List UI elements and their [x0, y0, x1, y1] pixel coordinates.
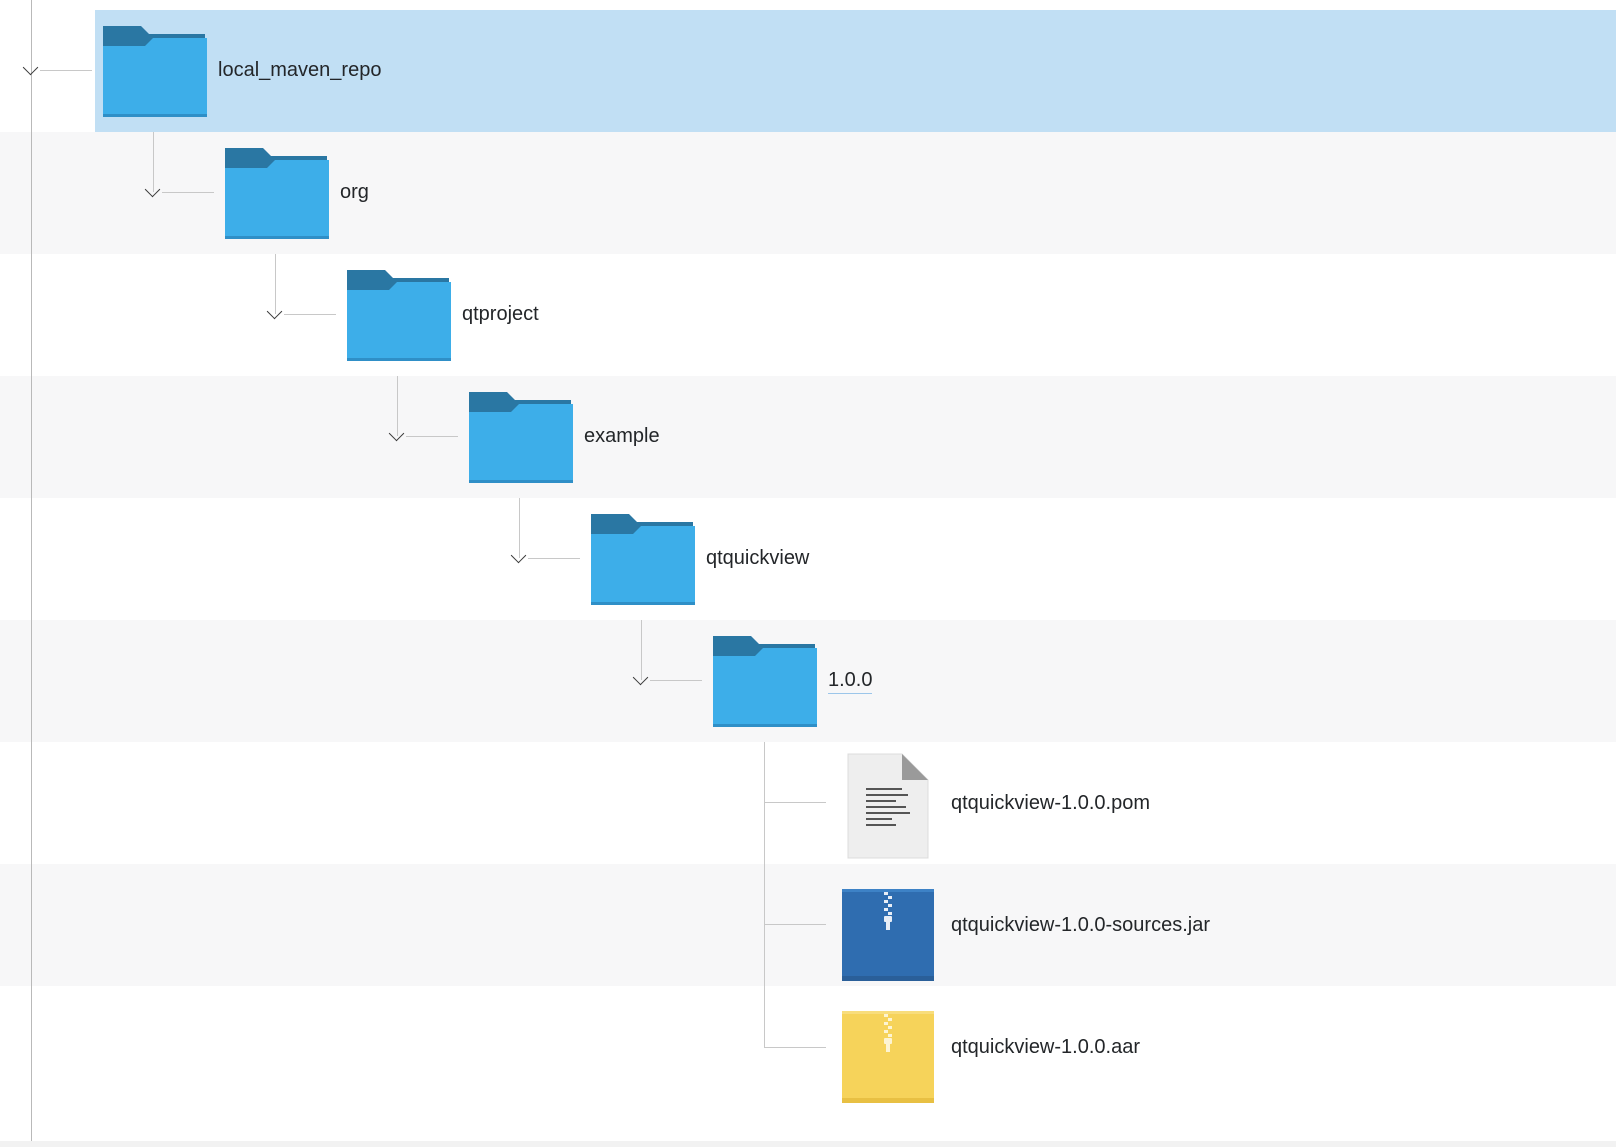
- tree-row-sources-jar[interactable]: [0, 864, 1616, 986]
- item-label-sources-jar[interactable]: qtquickview-1.0.0-sources.jar: [951, 914, 1210, 936]
- branch-line: [406, 436, 458, 437]
- item-label-qtproject[interactable]: qtproject: [462, 303, 539, 325]
- folder-icon[interactable]: [589, 512, 697, 608]
- branch-line: [275, 254, 276, 314]
- folder-icon[interactable]: [467, 390, 575, 486]
- folder-icon[interactable]: [101, 24, 209, 120]
- branch-line: [153, 132, 154, 192]
- tree-row-pom[interactable]: [0, 742, 1616, 864]
- selection-highlight: [95, 10, 1616, 132]
- text-file-icon[interactable]: [846, 752, 930, 860]
- tree-root-branch-line: [31, 0, 32, 1147]
- item-label-org[interactable]: org: [340, 181, 369, 203]
- folder-icon[interactable]: [223, 146, 331, 242]
- branch-line: [764, 802, 826, 803]
- jar-archive-icon[interactable]: [841, 888, 935, 982]
- branch-line: [528, 558, 580, 559]
- branch-line: [764, 742, 765, 1048]
- bottom-border: [0, 1141, 1616, 1147]
- item-label-1-0-0[interactable]: 1.0.0: [828, 668, 873, 694]
- item-label-example[interactable]: example: [584, 425, 660, 447]
- branch-line: [397, 376, 398, 436]
- item-label-qtquickview[interactable]: qtquickview: [706, 547, 810, 569]
- branch-line: [650, 680, 702, 681]
- branch-line: [162, 192, 214, 193]
- item-label-local-maven-repo[interactable]: local_maven_repo: [218, 59, 382, 81]
- branch-line: [641, 620, 642, 680]
- branch-line: [764, 924, 826, 925]
- item-label-aar[interactable]: qtquickview-1.0.0.aar: [951, 1036, 1140, 1058]
- folder-icon[interactable]: [345, 268, 453, 364]
- folder-icon[interactable]: [711, 634, 819, 730]
- branch-line: [284, 314, 336, 315]
- item-label-pom[interactable]: qtquickview-1.0.0.pom: [951, 792, 1150, 814]
- branch-line: [40, 70, 92, 71]
- tree-row-example[interactable]: [0, 376, 1616, 498]
- aar-archive-icon[interactable]: [841, 1010, 935, 1104]
- branch-line: [764, 1047, 826, 1048]
- tree-row-qtquickview[interactable]: [0, 498, 1616, 620]
- branch-line: [519, 498, 520, 558]
- tree-row-qtproject[interactable]: [0, 254, 1616, 376]
